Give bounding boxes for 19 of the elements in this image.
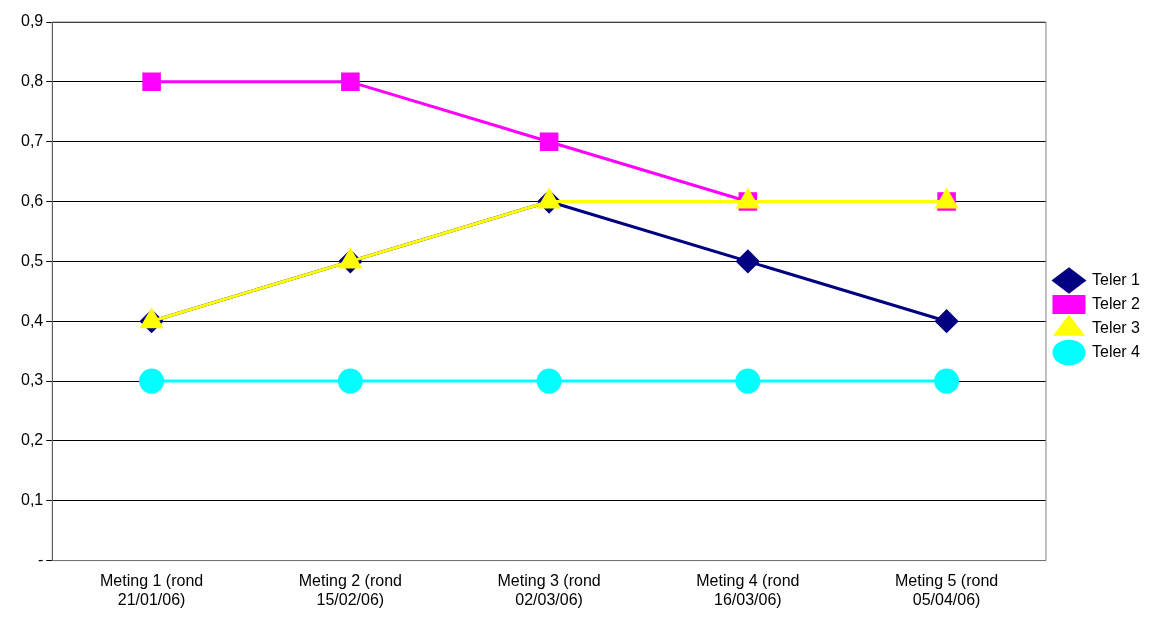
x-tick-label: Meting 3 (rond 02/03/06) [497,571,601,608]
x-tick-label: Meting 5 (rond 05/04/06) [895,571,999,608]
y-tick-label: 0,9 [20,12,44,30]
y-tick-label: 0,4 [20,311,44,329]
legend-label: Teler 4 [1091,342,1141,360]
y-tick-label: 0,2 [20,431,44,449]
x-tick-label: Meting 1 (rond 21/01/06) [100,571,204,608]
legend-label: Teler 2 [1091,294,1141,312]
x-tick-label: Meting 2 (rond 15/02/06) [298,571,402,608]
legend-label: Teler 1 [1091,270,1141,288]
y-tick-label: 0,7 [20,132,44,150]
x-tick-label: Meting 4 (rond 16/03/06) [696,571,800,608]
y-tick-label: 0,6 [20,191,44,209]
y-tick-label: 0,5 [20,251,44,269]
y-tick-label: 0,1 [20,491,44,509]
y-tick-label: 0,8 [20,72,44,90]
legend-label: Teler 3 [1091,318,1141,336]
y-tick-label: 0,3 [20,371,44,389]
y-tick-label: - [37,551,44,569]
